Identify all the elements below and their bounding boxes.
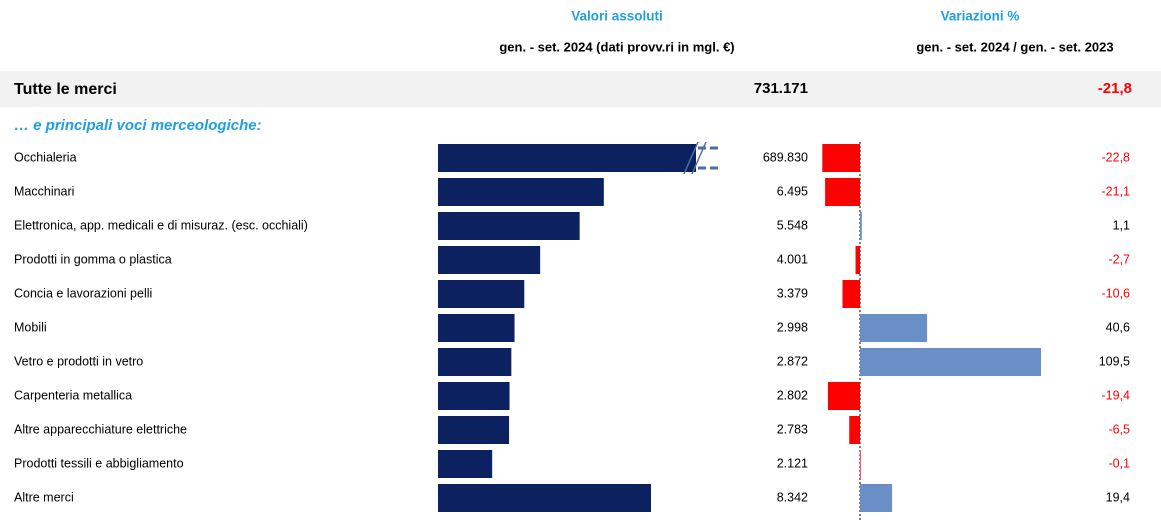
value-label: 6.495 [777, 184, 808, 198]
bar [438, 212, 580, 240]
row-label: Occhialeria [14, 150, 77, 164]
axis-break [683, 141, 699, 175]
change-label: 40,6 [1106, 320, 1130, 334]
bar [438, 314, 515, 342]
change-label: -2,7 [1108, 252, 1130, 266]
header-right-sub: gen. - set. 2024 / gen. - set. 2023 [916, 39, 1113, 54]
header-left-sub: gen. - set. 2024 (dati provv.ri in mgl. … [499, 39, 734, 54]
row-label: Prodotti in gomma o plastica [14, 252, 172, 266]
header-right: Variazioni % [941, 9, 1020, 24]
change-bar [855, 246, 860, 274]
value-label: 8.342 [777, 490, 808, 504]
value-label: 2.802 [777, 388, 808, 402]
change-bar [860, 484, 893, 512]
bar [438, 246, 541, 274]
value-label: 3.379 [777, 286, 808, 300]
row-label: Altre merci [14, 490, 74, 504]
bar [438, 450, 493, 478]
section-label: … e principali voci merceologiche: [14, 117, 262, 134]
total-change: -21,8 [1098, 80, 1132, 97]
bar [438, 484, 651, 512]
bar [438, 416, 510, 444]
row-label: Altre apparecchiature elettriche [14, 422, 187, 436]
change-label: -6,5 [1108, 422, 1130, 436]
change-bar [822, 144, 860, 172]
bar [438, 348, 512, 376]
change-bar [825, 178, 860, 206]
value-label: 689.830 [763, 150, 808, 164]
bar [438, 178, 604, 206]
row-label: Vetro e prodotti in vetro [14, 354, 143, 368]
change-bar [849, 416, 860, 444]
change-label: -21,1 [1102, 184, 1131, 198]
row-label: Mobili [14, 320, 47, 334]
value-label: 5.548 [777, 218, 808, 232]
change-bar [860, 212, 862, 240]
bar [438, 144, 696, 172]
change-bar [860, 348, 1041, 376]
row-label: Carpenteria metallica [14, 388, 132, 402]
total-label: Tutte le merci [14, 81, 117, 98]
value-label: 2.121 [777, 456, 808, 470]
change-label: 1,1 [1113, 218, 1130, 232]
change-bar [859, 450, 861, 478]
change-label: -10,6 [1102, 286, 1131, 300]
change-label: -19,4 [1102, 388, 1131, 402]
change-bar [842, 280, 860, 308]
bar [438, 382, 510, 410]
change-bar [860, 314, 928, 342]
change-label: 109,5 [1099, 354, 1130, 368]
row-label: Prodotti tessili e abbigliamento [14, 456, 184, 470]
change-bar [827, 382, 860, 410]
value-label: 4.001 [777, 252, 808, 266]
row-label: Macchinari [14, 184, 74, 198]
total-row [0, 71, 1161, 107]
change-label: -22,8 [1102, 150, 1131, 164]
row-label: Elettronica, app. medicali e di misuraz.… [14, 218, 308, 232]
value-label: 2.872 [777, 354, 808, 368]
total-value: 731.171 [754, 80, 808, 97]
change-label: 19,4 [1106, 490, 1130, 504]
change-label: -0,1 [1108, 456, 1130, 470]
value-label: 2.783 [777, 422, 808, 436]
bar [438, 280, 525, 308]
row-label: Concia e lavorazioni pelli [14, 286, 152, 300]
value-label: 2.998 [777, 320, 808, 334]
header-left: Valori assoluti [571, 9, 663, 24]
